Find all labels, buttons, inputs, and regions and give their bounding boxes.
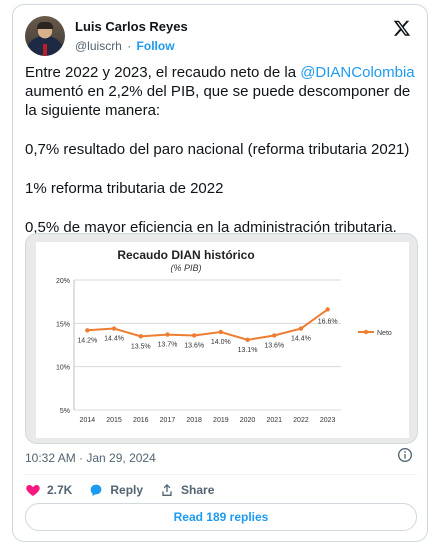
x-tick-label: 2023 bbox=[320, 417, 336, 424]
avatar-hair bbox=[37, 22, 53, 29]
x-logo-icon[interactable] bbox=[393, 19, 411, 37]
share-label: Share bbox=[181, 483, 215, 497]
tweet-paragraph-4: 0,5% de mayor eficiencia en la administr… bbox=[25, 219, 397, 236]
tweet-text-segment: aumentó en 2,2% del PIB, que se puede de… bbox=[25, 83, 411, 119]
x-tick-label: 2021 bbox=[266, 417, 282, 424]
x-tick-label: 2014 bbox=[80, 417, 96, 424]
paragraph-gap bbox=[25, 120, 421, 140]
x-tick-label: 2017 bbox=[160, 417, 176, 424]
x-tick-label: 2020 bbox=[240, 417, 256, 424]
x-tick-label: 2018 bbox=[186, 417, 202, 424]
author-name[interactable]: Luis Carlos Reyes bbox=[75, 19, 188, 34]
legend-label: Neto bbox=[377, 330, 392, 337]
data-label: 14.2% bbox=[77, 337, 97, 344]
data-point bbox=[111, 326, 117, 331]
read-replies-button[interactable]: Read 189 replies bbox=[25, 503, 417, 531]
data-label: 14.4% bbox=[104, 336, 124, 343]
data-point bbox=[191, 333, 197, 338]
x-tick-label: 2015 bbox=[106, 417, 122, 424]
reply-button[interactable]: Reply bbox=[88, 482, 143, 498]
share-button[interactable]: Share bbox=[159, 482, 214, 498]
data-label: 16.6% bbox=[318, 318, 338, 325]
author-handle[interactable]: @luiscrh bbox=[75, 39, 122, 53]
action-bar: 2.7K Reply Share bbox=[25, 479, 230, 501]
reply-bubble-icon bbox=[91, 484, 102, 496]
heart-icon bbox=[26, 485, 40, 496]
data-label: 13.6% bbox=[264, 342, 284, 349]
data-label: 13.5% bbox=[131, 343, 151, 350]
tweet-paragraph-3: 1% reforma tributaria de 2022 bbox=[25, 180, 224, 197]
reply-label: Reply bbox=[110, 483, 144, 497]
y-tick-label: 15% bbox=[56, 321, 70, 328]
handle-separator: · bbox=[127, 39, 132, 53]
like-button[interactable]: 2.7K bbox=[25, 482, 72, 498]
tweet-card: Luis Carlos Reyes @luiscrh · Follow Entr… bbox=[12, 4, 428, 542]
chart-area: Recaudo DIAN histórico (% PIB) 5% 10% 15% 2… bbox=[36, 242, 409, 438]
series-line-neto bbox=[87, 308, 329, 341]
data-point bbox=[245, 337, 250, 342]
mention-link[interactable]: @DIANColombia bbox=[300, 64, 415, 81]
tweet-paragraph-1: Entre 2022 y 2023, el recaudo neto de la… bbox=[25, 63, 421, 120]
avatar-tie bbox=[43, 44, 47, 56]
y-tick-label: 5% bbox=[60, 408, 70, 415]
data-point bbox=[138, 334, 143, 339]
author-handle-row: @luiscrh · Follow bbox=[75, 39, 175, 53]
follow-button[interactable]: Follow bbox=[136, 39, 175, 53]
y-tick-label: 10% bbox=[56, 365, 70, 372]
data-point bbox=[165, 332, 170, 337]
data-point bbox=[298, 326, 304, 331]
data-point bbox=[325, 307, 330, 312]
data-point bbox=[85, 328, 90, 333]
data-label: 14.4% bbox=[291, 336, 311, 343]
paragraph-gap bbox=[25, 159, 421, 179]
divider bbox=[25, 474, 417, 475]
data-label: 14.0% bbox=[211, 339, 231, 346]
tweet-text-segment: Entre 2022 y 2023, el recaudo neto de la bbox=[25, 64, 301, 81]
legend-swatch-marker bbox=[363, 329, 369, 335]
chart-image[interactable]: Recaudo DIAN histórico (% PIB) 5% 10% 15% 2… bbox=[25, 233, 418, 444]
tweet-paragraph-2: 0,7% resultado del paro nacional (reform… bbox=[25, 141, 410, 158]
x-tick-label: 2022 bbox=[293, 417, 309, 424]
share-upload-icon bbox=[162, 484, 172, 496]
data-label: 13.1% bbox=[238, 347, 258, 354]
x-tick-label: 2016 bbox=[133, 417, 149, 424]
info-icon[interactable] bbox=[397, 447, 413, 463]
timestamp[interactable]: 10:32 AM · Jan 29, 2024 bbox=[25, 451, 156, 465]
line-chart: 5% 10% 15% 20% 2014 2015 2016 2017 2018 2019 2020 2… bbox=[56, 278, 392, 424]
x-tick-label: 2019 bbox=[213, 417, 229, 424]
data-point bbox=[218, 329, 224, 335]
chart-subtitle: (% PIB) bbox=[170, 263, 202, 273]
chart-title: Recaudo DIAN histórico bbox=[117, 248, 255, 262]
tweet-text: Entre 2022 y 2023, el recaudo neto de la… bbox=[25, 63, 421, 237]
paragraph-gap bbox=[25, 198, 421, 218]
like-count: 2.7K bbox=[47, 483, 73, 497]
data-point bbox=[272, 333, 277, 338]
data-label: 13.7% bbox=[158, 342, 178, 349]
y-tick-label: 20% bbox=[56, 278, 70, 285]
data-label: 13.6% bbox=[184, 342, 204, 349]
avatar[interactable] bbox=[25, 16, 65, 56]
